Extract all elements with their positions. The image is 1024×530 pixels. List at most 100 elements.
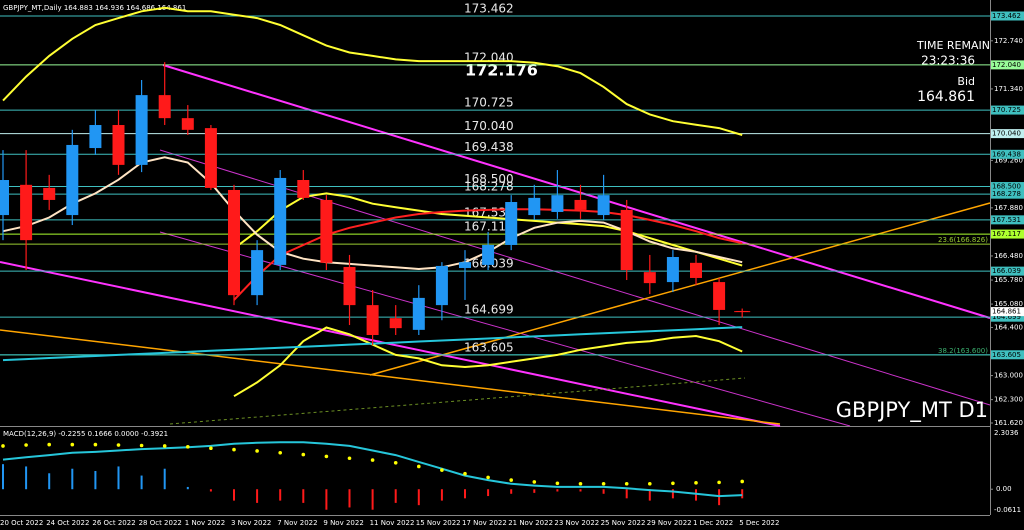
histogram-bar (417, 489, 420, 506)
y-tick-label: 165.080 (994, 300, 1023, 308)
signal-dot (186, 445, 190, 449)
y-tick-label: 162.300 (994, 396, 1023, 404)
y-tick-label: 166.480 (994, 252, 1023, 260)
indicator-line (2, 6, 743, 136)
fib-label: 38.2(163.600) (938, 347, 988, 355)
trendline (0, 329, 781, 425)
histogram-bar (648, 489, 651, 501)
histogram-bar (163, 468, 166, 490)
scale-label: -0.0611 (994, 506, 1021, 514)
level-tag (991, 129, 1024, 139)
histogram-bar (625, 489, 628, 499)
signal-dot (532, 480, 537, 484)
level-tag-label: 167.117 (992, 230, 1021, 238)
histogram-bar (71, 468, 74, 490)
level-label: 169.438 (464, 140, 514, 154)
candle-body (20, 184, 33, 241)
indicator-line (233, 326, 743, 398)
signal-dot (370, 458, 375, 462)
histogram-bar (464, 489, 466, 499)
signal-dot (694, 481, 698, 485)
candle-body (713, 282, 726, 310)
x-tick-label: 1 Nov 2022 (185, 519, 225, 527)
histogram-bar (256, 489, 259, 503)
level-tag (991, 105, 1024, 115)
signal-dot (1, 444, 5, 448)
level-tag-label: 172.040 (992, 61, 1021, 69)
indicator-line (233, 192, 743, 267)
signal-dot (601, 481, 606, 486)
level-label: 163.605 (464, 340, 514, 354)
level-tag (991, 229, 1024, 239)
x-tick-label: 20 Oct 2022 (0, 519, 43, 527)
signal-dot (255, 449, 259, 453)
candle-body (643, 272, 656, 284)
histogram-bar (117, 466, 120, 490)
y-tick-label: 164.400 (994, 323, 1023, 331)
candle-body (435, 265, 448, 306)
signal-dot (232, 447, 236, 452)
level-tag (991, 266, 1024, 276)
signal-dot (116, 443, 121, 447)
signal-dot (463, 471, 467, 476)
trendline (369, 202, 991, 376)
level-tag (991, 11, 1024, 21)
signal-dot (393, 461, 398, 465)
level-label: 170.725 (464, 96, 514, 110)
bid-value: 164.861 (917, 89, 975, 105)
y-tick-label: 161.620 (994, 419, 1023, 427)
histogram-bar (487, 489, 490, 497)
x-tick-label: 7 Nov 2022 (277, 519, 317, 527)
fib-label: 23.6(166.826) (938, 236, 988, 244)
signal-dot (324, 454, 329, 459)
x-tick-label: 17 Nov 2022 (462, 519, 507, 527)
signal-dot (717, 480, 721, 485)
histogram-bar (533, 489, 536, 493)
x-tick-label: 25 Nov 2022 (601, 519, 646, 527)
chart-header: GBPJPY_MT,Daily 164.883 164.936 164.686 … (3, 4, 186, 12)
histogram-bar (2, 464, 4, 490)
macd-header: MACD(12,26,9) -0.2255 0.1666 0.0000 -0.3… (3, 430, 168, 438)
level-label: 168.278 (464, 180, 514, 194)
signal-dot (624, 481, 629, 486)
histogram-bar (602, 489, 605, 494)
signal-dot (440, 468, 444, 472)
histogram-bar (186, 486, 189, 490)
level-tag (991, 350, 1024, 360)
signal-dot (162, 444, 167, 448)
histogram-bar (718, 489, 721, 506)
histogram-bar (510, 489, 513, 494)
indicator-line (2, 156, 743, 271)
signal-dot (278, 450, 283, 455)
x-tick-label: 26 Oct 2022 (92, 519, 135, 527)
x-tick-label: 5 Dec 2022 (739, 519, 779, 527)
candle-body (620, 209, 633, 271)
level-tag-label: 169.438 (992, 150, 1021, 158)
x-tick-label: 1 Dec 2022 (693, 519, 733, 527)
signal-dot (671, 481, 675, 486)
level-tag-label: 170.040 (992, 130, 1021, 138)
histogram-bar (48, 473, 51, 490)
histogram-bar (394, 489, 397, 503)
histogram-bar (440, 489, 443, 501)
histogram-bar (279, 489, 282, 501)
signal-dot (648, 481, 652, 486)
trendline (0, 261, 781, 427)
candle-body (320, 199, 333, 263)
signal-dot (47, 442, 51, 447)
candle-body (43, 187, 56, 200)
candle-body (505, 202, 518, 245)
y-tick-label: 172.740 (994, 37, 1023, 45)
x-tick-label: 29 Nov 2022 (647, 519, 692, 527)
level-label: 168.500 (464, 172, 514, 186)
candle-body (66, 144, 79, 216)
histogram-bar (140, 475, 143, 490)
x-tick-label: 21 Nov 2022 (508, 519, 553, 527)
trendlines (0, 64, 991, 427)
histogram-bar (348, 489, 351, 508)
signal-dot (301, 452, 306, 457)
bid-tag-label: 164.861 (992, 308, 1021, 316)
candle-body (228, 189, 240, 296)
bid-tag (991, 307, 1024, 317)
histogram-bar (556, 489, 559, 492)
